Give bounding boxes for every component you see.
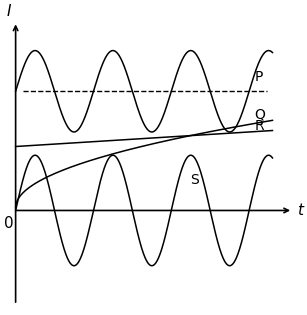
- Text: S: S: [190, 173, 199, 187]
- Text: R: R: [255, 119, 264, 133]
- Text: 0: 0: [4, 216, 14, 231]
- Text: t: t: [297, 203, 303, 218]
- Text: Q: Q: [255, 107, 265, 122]
- Text: P: P: [255, 70, 263, 84]
- Text: I: I: [7, 3, 11, 19]
